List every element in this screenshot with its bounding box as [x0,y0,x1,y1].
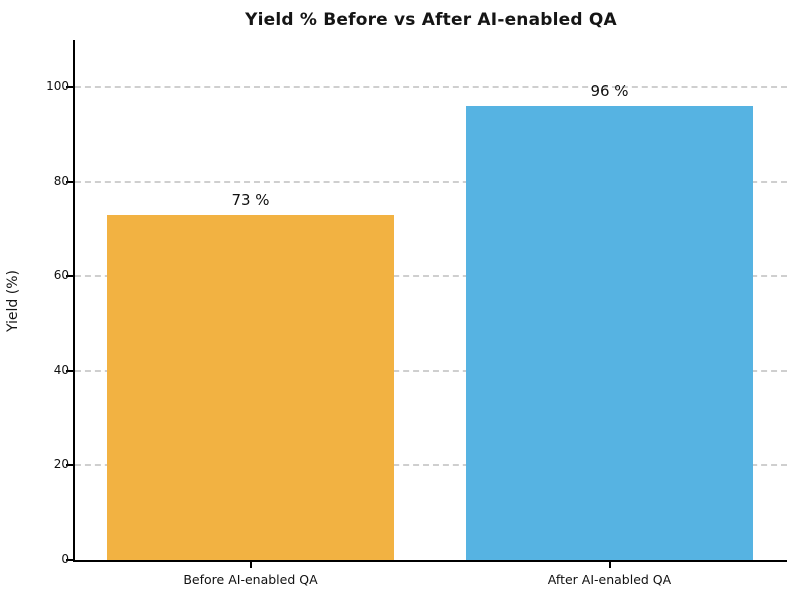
y-tick-label-100: 100 [46,79,69,94]
y-tick-label-80: 80 [53,173,69,188]
y-tick-label-0: 0 [61,552,69,566]
gridline-y-100 [75,86,787,89]
y-tick-mark-60 [66,275,73,278]
gridline-y-40 [75,369,787,372]
bar-0 [107,214,394,560]
plot-area: 0 20 40 60 80 100 73 % Before AI-enabled QA 96 %… [46,40,787,587]
y-tick-label-40: 40 [53,362,69,377]
y-tick-mark-0 [66,559,73,561]
bar-value-label-0: 73 % [231,190,270,209]
y-axis-label: Yield (%) [5,270,21,333]
gridline-y-60 [75,275,787,278]
bar-1 [466,106,753,560]
y-tick-label-60: 60 [53,268,69,283]
x-tick-mark-1 [608,562,611,568]
y-tick-mark-100 [66,86,73,89]
y-tick-mark-20 [66,464,73,467]
y-axis-spine [73,40,75,562]
x-tick-label-1: After AI-enabled QA [547,572,672,587]
x-axis-spine [73,560,787,562]
gridline-y-80 [75,180,787,183]
bar-value-label-1: 96 % [590,82,629,101]
chart-title: Yield % Before vs After AI-enabled QA [245,10,617,30]
x-tick-label-0: Before AI-enabled QA [183,572,318,587]
y-tick-mark-40 [66,369,73,372]
gridline-y-20 [75,464,787,467]
y-tick-mark-80 [66,180,73,183]
x-tick-mark-0 [249,562,252,568]
y-tick-label-20: 20 [53,457,69,472]
